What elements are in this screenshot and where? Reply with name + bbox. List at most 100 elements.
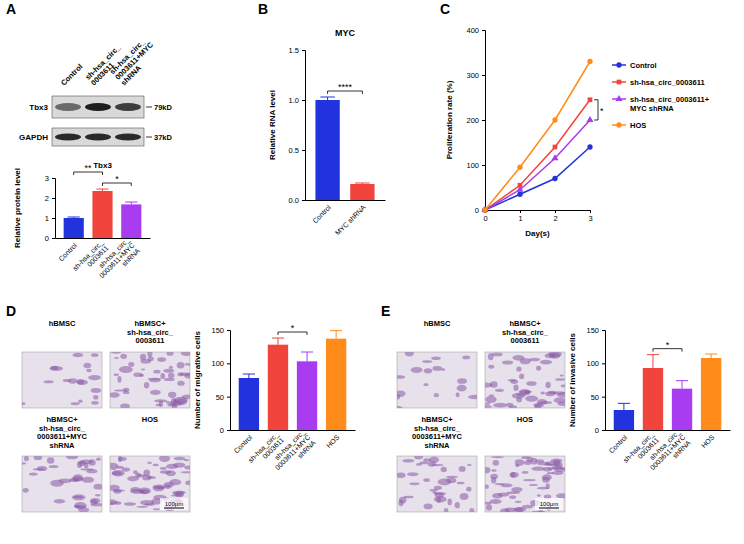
error-cap [125, 202, 137, 203]
marker [587, 144, 592, 149]
cell [424, 504, 433, 510]
marks [481, 59, 593, 213]
marks [315, 97, 374, 200]
error-cap [68, 217, 80, 218]
bar [92, 191, 112, 238]
y-axis: 0123 [45, 174, 56, 243]
cell [528, 358, 540, 362]
legend-label: sh-hsa_circ_0003611 [630, 78, 705, 87]
cell [491, 469, 497, 471]
cell [489, 394, 495, 396]
image-ground [22, 456, 102, 512]
cell [140, 489, 145, 492]
marker [483, 208, 488, 213]
tick: sh-hsa_circ_0003611+MYCshRNA [268, 428, 317, 477]
cell [457, 385, 467, 392]
blot-band [55, 134, 81, 141]
cell [124, 502, 136, 506]
cell [405, 352, 414, 356]
axis-line [231, 430, 356, 431]
size-label: 79kD [154, 103, 173, 112]
cell [534, 403, 544, 407]
x-axis: Controlsh-hsa_circ_0003611sh-hsa_circ_00… [56, 236, 151, 285]
cell [527, 457, 533, 462]
cell [84, 463, 89, 469]
tick-label: 50 [591, 393, 599, 402]
cell [71, 402, 80, 405]
cell [457, 378, 467, 384]
image-label: hBMSC+sh-hsa_circ_0003611 [127, 319, 174, 345]
y-axis-title: Number of migrative cells [193, 331, 202, 429]
tick: 50 [216, 393, 230, 402]
cell [540, 360, 552, 365]
cell [133, 373, 142, 377]
cell [177, 372, 183, 376]
cell [455, 502, 460, 508]
tick: sh-hsa_circ_0003611+MYCshRNA [643, 428, 692, 477]
y-axis-title: Proliferation rate (%) [445, 80, 454, 159]
cell [423, 478, 430, 482]
tick: 200 [466, 116, 485, 125]
tick-label: 200 [466, 116, 479, 125]
x-axis: 0123 [483, 210, 592, 223]
cell [72, 494, 86, 500]
marks [614, 354, 722, 430]
cell [434, 393, 439, 397]
tick-label: HOS [700, 433, 716, 449]
cell [110, 392, 120, 398]
error-cap [301, 352, 313, 353]
image-label: hBMSC [49, 319, 76, 328]
blot-band [115, 103, 141, 111]
cell [515, 501, 522, 503]
cell [511, 487, 522, 492]
text-line: hBMSC [424, 319, 451, 328]
line [485, 100, 590, 210]
size-marker [146, 107, 152, 108]
image-label: hBMSC [424, 319, 451, 328]
text-line: shRNA [424, 441, 450, 450]
bar [643, 368, 663, 430]
significance-bracket [594, 100, 598, 120]
cell [29, 473, 38, 476]
chart-title: MYC [335, 28, 356, 38]
marker [517, 165, 522, 170]
cell [537, 462, 550, 466]
tick-label: sh-hsa_circ_0003611+MYCshRNA [268, 428, 317, 477]
cell [172, 403, 178, 408]
significance-label: * [291, 323, 295, 333]
cell [49, 465, 59, 468]
cell [529, 484, 538, 486]
cell [148, 356, 154, 361]
cell [91, 401, 99, 405]
line [485, 62, 590, 211]
cell [414, 456, 423, 460]
cell [153, 508, 160, 510]
cell [485, 484, 489, 488]
tick-mark [602, 330, 605, 331]
lane-label: sh-hsa_circ_0003611+MYCshRNA [108, 34, 161, 87]
tick-label: Control [311, 203, 332, 224]
error-bar [705, 354, 717, 358]
cell [545, 382, 550, 389]
cell [69, 478, 78, 482]
marker [482, 207, 487, 212]
cell [448, 499, 452, 506]
cell [140, 500, 154, 505]
scale-bar-ground [160, 498, 188, 510]
cell [397, 472, 406, 478]
error-line [711, 354, 712, 358]
cell [492, 493, 503, 498]
significance-label: ** [85, 163, 93, 173]
cell [166, 401, 170, 404]
cell [95, 494, 101, 497]
tick: 0.5 [289, 146, 305, 155]
image-label: hBMSC+sh-hsa_circ_0003611 [502, 319, 549, 345]
tick-mark [227, 363, 230, 364]
cell [37, 466, 47, 471]
cell [86, 369, 92, 372]
scale-bar [164, 508, 184, 509]
tick-label: 0 [595, 426, 599, 435]
cell [22, 402, 25, 405]
cell [490, 381, 498, 388]
cell [154, 399, 167, 402]
